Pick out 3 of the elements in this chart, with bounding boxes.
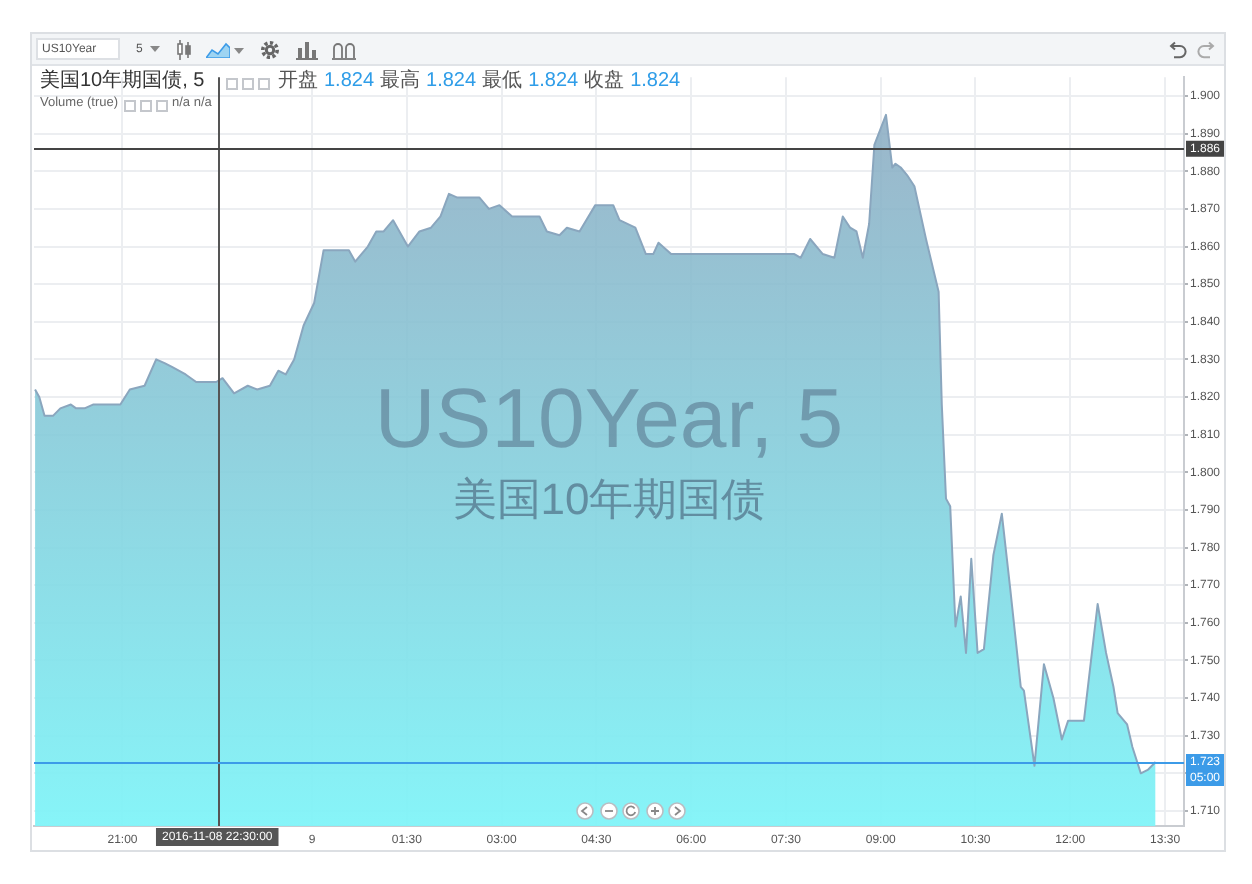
chart-title: 美国10年期国债, 5 [40,70,205,92]
annotation: 美国10年期国债 [452,473,766,524]
chart-subtitle: 开盘 1.824 最高 1.824 最低 1.824 收盘 1.824 [278,70,681,92]
